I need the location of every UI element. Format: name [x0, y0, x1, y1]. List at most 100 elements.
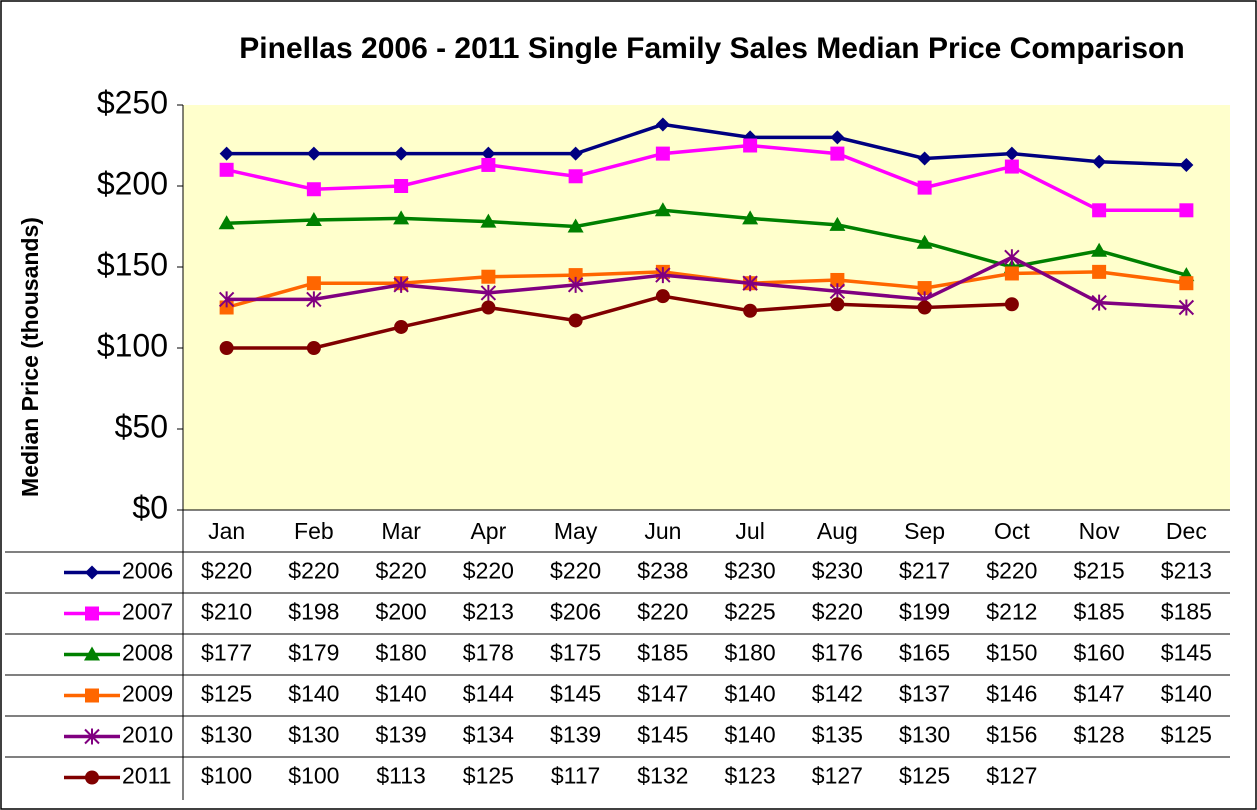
x-tick-label: Oct	[994, 518, 1030, 544]
marker	[567, 276, 584, 293]
marker	[480, 213, 497, 228]
table-value: $139	[550, 722, 601, 748]
marker	[1178, 299, 1195, 316]
table-value: $100	[201, 763, 252, 789]
series-line	[226, 255, 1187, 310]
marker	[394, 319, 409, 334]
marker	[394, 146, 409, 161]
y-tick-label: $50	[115, 408, 168, 444]
marker	[1091, 242, 1108, 257]
marker	[568, 169, 583, 184]
marker	[219, 162, 234, 177]
marker	[1179, 276, 1194, 291]
table-value: $200	[376, 599, 427, 625]
table-value: $220	[463, 558, 514, 584]
table-value: $230	[812, 558, 863, 584]
table-value: $144	[463, 681, 514, 707]
marker	[306, 341, 321, 355]
marker	[567, 218, 584, 233]
marker	[742, 210, 759, 225]
marker	[830, 297, 845, 312]
marker	[1004, 249, 1020, 266]
legend-marker	[85, 606, 99, 621]
marker	[1092, 203, 1107, 218]
table-value: $127	[812, 763, 863, 789]
legend-marker	[85, 770, 99, 785]
table-value: $220	[376, 558, 427, 584]
marker	[219, 341, 234, 355]
marker	[917, 151, 932, 166]
marker	[481, 300, 496, 315]
legend-marker	[85, 565, 99, 580]
marker	[830, 130, 845, 145]
table-value: $150	[986, 640, 1037, 666]
marker	[917, 300, 932, 315]
y-tick-label: $100	[97, 327, 168, 363]
table-value: $145	[1161, 640, 1212, 666]
table-value: $230	[725, 558, 776, 584]
table-value: $160	[1074, 640, 1125, 666]
table-value: $134	[463, 722, 514, 748]
table-value: $137	[899, 681, 950, 707]
table-value: $130	[201, 722, 252, 748]
marker	[655, 267, 671, 284]
marker	[917, 281, 932, 296]
x-tick-label: Feb	[294, 518, 334, 544]
table-value: $125	[899, 763, 950, 789]
marker	[219, 146, 234, 161]
x-tick-label: Dec	[1166, 518, 1207, 544]
table-value: $128	[1074, 722, 1125, 748]
marker	[655, 289, 670, 304]
table-value: $130	[288, 722, 339, 748]
x-tick-label: Jun	[644, 518, 681, 544]
table-value: $117	[551, 763, 600, 789]
legend-label: 2011	[122, 763, 171, 789]
marker	[218, 215, 235, 230]
marker	[1092, 264, 1107, 279]
legend-label: 2006	[122, 558, 173, 584]
table-value: $217	[899, 558, 950, 584]
marker	[393, 276, 409, 293]
marker	[655, 146, 670, 161]
table-value: $113	[376, 763, 425, 789]
table-value: $199	[899, 599, 950, 625]
marker	[743, 303, 758, 318]
table-value: $125	[463, 763, 514, 789]
table-value: $175	[550, 640, 601, 666]
table-value: $179	[288, 640, 339, 666]
legend-marker	[85, 688, 99, 703]
x-tick-label: Aug	[817, 518, 858, 544]
marker	[830, 272, 845, 287]
legend-label: 2008	[122, 640, 173, 666]
marker	[1004, 146, 1019, 161]
table-value: $180	[725, 640, 776, 666]
table-value: $140	[725, 722, 776, 748]
table-value: $215	[1074, 558, 1125, 584]
table-value: $213	[1161, 558, 1212, 584]
series-line	[226, 143, 1187, 213]
marker	[829, 283, 846, 300]
table-value: $238	[637, 558, 688, 584]
table-value: $130	[899, 722, 950, 748]
table-value: $127	[986, 763, 1037, 789]
table-value: $165	[899, 640, 950, 666]
marker	[306, 146, 321, 161]
table-value: $100	[288, 763, 339, 789]
plot-area	[183, 105, 1230, 510]
table-value: $220	[201, 558, 252, 584]
table-value: $139	[376, 722, 427, 748]
marker	[654, 202, 671, 217]
table-value: $140	[725, 681, 776, 707]
marker	[393, 210, 410, 225]
x-tick-label: Jul	[735, 518, 764, 544]
series-line	[226, 122, 1187, 167]
table-value: $212	[986, 599, 1037, 625]
marker	[306, 182, 321, 197]
table-value: $147	[637, 681, 688, 707]
x-tick-label: Apr	[470, 518, 506, 544]
marker	[218, 291, 235, 308]
marker	[306, 291, 322, 308]
table-value: $156	[986, 722, 1037, 748]
table-value: $132	[637, 763, 688, 789]
